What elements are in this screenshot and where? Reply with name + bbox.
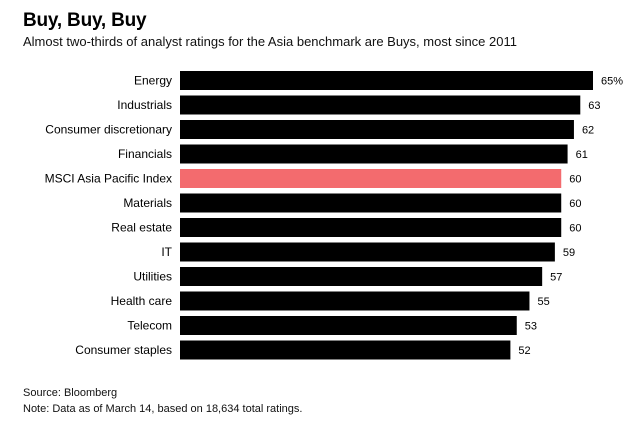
source-note: Source: Bloomberg bbox=[23, 387, 118, 399]
category-label-industrials: Industrials bbox=[117, 98, 172, 112]
category-label-it: IT bbox=[161, 245, 172, 259]
category-label-msci-asia-pacific-index: MSCI Asia Pacific Index bbox=[45, 172, 172, 186]
bar-financials bbox=[180, 144, 568, 164]
bar-msci-asia-pacific-index bbox=[180, 169, 562, 188]
category-label-materials: Materials bbox=[123, 196, 172, 210]
bar-telecom bbox=[180, 316, 517, 335]
category-label-telecom: Telecom bbox=[127, 319, 172, 333]
bar-it bbox=[180, 242, 555, 262]
value-label-energy: 65% bbox=[601, 76, 623, 88]
bar-real-estate bbox=[180, 218, 562, 237]
value-label-consumer-discretionary: 62 bbox=[582, 125, 594, 137]
value-label-financials: 61 bbox=[576, 149, 588, 161]
data-note: Note: Data as of March 14, based on 18,6… bbox=[23, 403, 303, 415]
category-label-consumer-staples: Consumer staples bbox=[75, 343, 172, 357]
value-label-materials: 60 bbox=[569, 198, 581, 210]
category-label-real-estate: Real estate bbox=[111, 221, 172, 235]
value-label-utilities: 57 bbox=[550, 272, 562, 284]
bar-consumer-discretionary bbox=[180, 120, 574, 139]
chart-subtitle: Almost two-thirds of analyst ratings for… bbox=[23, 34, 517, 49]
value-label-industrials: 63 bbox=[588, 100, 600, 112]
category-label-consumer-discretionary: Consumer discretionary bbox=[45, 123, 172, 137]
value-label-it: 59 bbox=[563, 247, 575, 259]
category-label-energy: Energy bbox=[134, 74, 172, 88]
bar-health-care bbox=[180, 291, 530, 311]
value-label-real-estate: 60 bbox=[569, 223, 581, 235]
category-label-financials: Financials bbox=[118, 147, 172, 161]
bar-utilities bbox=[180, 267, 543, 286]
chart-title: Buy, Buy, Buy bbox=[23, 10, 147, 31]
value-label-telecom: 53 bbox=[525, 321, 537, 333]
bar-materials bbox=[180, 193, 562, 213]
bar-industrials bbox=[180, 95, 581, 115]
bar-energy bbox=[180, 71, 593, 90]
value-label-msci-asia-pacific-index: 60 bbox=[569, 174, 581, 186]
category-label-health-care: Health care bbox=[111, 294, 173, 308]
category-label-utilities: Utilities bbox=[133, 270, 172, 284]
bar-consumer-staples bbox=[180, 340, 511, 360]
bar-chart: Energy 65% Industrials 63 Consumer discretio… bbox=[45, 71, 623, 360]
value-label-consumer-staples: 52 bbox=[518, 345, 530, 357]
value-label-health-care: 55 bbox=[537, 296, 549, 308]
